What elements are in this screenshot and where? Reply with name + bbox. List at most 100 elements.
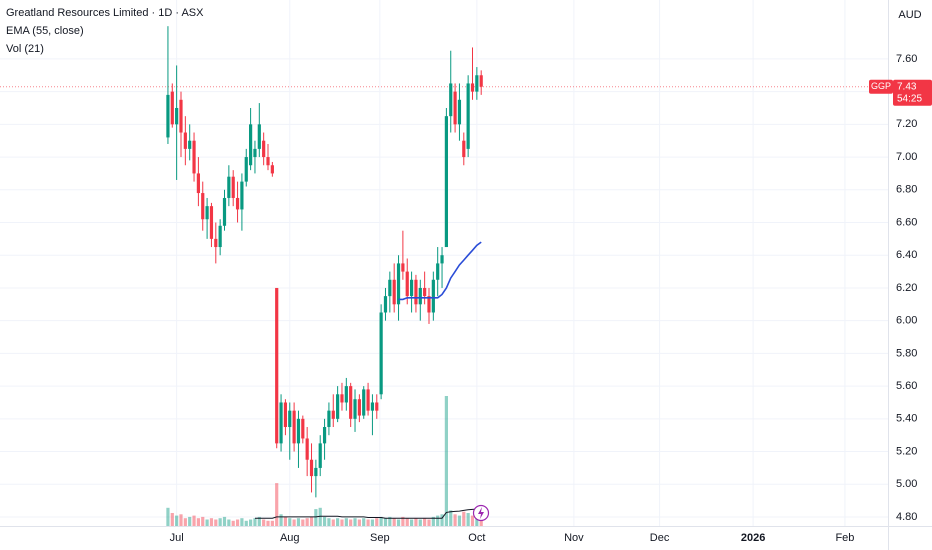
volume-bar — [370, 519, 375, 526]
symbol-tag-bg — [869, 79, 893, 94]
volume-bar — [353, 518, 357, 526]
candle-body — [179, 99, 183, 133]
candle-body — [449, 83, 453, 117]
candle-body — [436, 263, 440, 280]
volume-bar — [349, 519, 353, 526]
candle-body — [301, 418, 305, 439]
candle-body — [201, 193, 205, 220]
volume-bar — [283, 516, 288, 526]
volume-bar — [366, 519, 370, 526]
candle-body — [227, 176, 231, 198]
candle-body — [314, 467, 318, 477]
volume-bar — [270, 520, 274, 526]
candle-body — [414, 279, 418, 305]
volume-bar — [205, 519, 209, 526]
volume-bar — [462, 511, 466, 526]
volume-ma-line — [255, 508, 482, 519]
candle-body — [196, 173, 200, 194]
volume-bar — [279, 514, 283, 526]
candle-body — [253, 148, 257, 158]
volume-bar — [201, 516, 205, 526]
volume-bar — [336, 518, 340, 526]
volume-bar — [196, 518, 200, 526]
volume-bar — [383, 518, 388, 526]
currency-label: AUD — [898, 9, 921, 21]
candle-body — [209, 206, 214, 239]
volume-bar — [166, 507, 170, 526]
candle-body — [305, 438, 309, 460]
candle-body — [218, 225, 222, 248]
candle-body — [322, 427, 327, 444]
candle-body — [214, 238, 218, 248]
candle-body — [292, 410, 296, 444]
volume-bar — [309, 516, 314, 526]
candle-body — [440, 255, 444, 264]
y-tick-label: 6.80 — [896, 184, 917, 196]
indicator-label: Vol (21) — [6, 43, 44, 55]
candle-body — [353, 399, 357, 419]
candle-body — [331, 410, 335, 419]
volume-bar — [214, 519, 218, 526]
candle-body — [366, 389, 370, 411]
candle-body — [266, 157, 270, 166]
volume-bar — [275, 483, 279, 526]
chart-title: Greatland Resources Limited · 1D · ASX — [6, 7, 204, 19]
y-tick-label: 4.80 — [896, 511, 917, 523]
candle-body — [275, 287, 279, 444]
ema-line — [398, 241, 482, 301]
candle-body — [188, 140, 192, 149]
volume-bar — [453, 514, 457, 526]
volume-bar — [362, 518, 366, 526]
candle-body — [340, 394, 344, 403]
x-tick-label: Jul — [170, 532, 184, 544]
candle-body — [388, 279, 392, 297]
candle-body — [466, 83, 470, 149]
volume-bar — [379, 516, 383, 526]
symbol-tag: GGP — [871, 81, 891, 91]
volume-bar — [470, 515, 475, 526]
candle-body — [405, 271, 409, 297]
x-tick-label: Feb — [835, 532, 854, 544]
candle-body — [475, 75, 479, 92]
volume-bar — [418, 519, 422, 526]
volume-bar — [240, 518, 244, 526]
volume-bar — [457, 515, 462, 526]
candle-body — [375, 402, 379, 411]
candle-body — [357, 399, 361, 416]
candle-body — [423, 287, 427, 297]
y-tick-label: 6.60 — [896, 216, 917, 228]
candle-body — [431, 279, 435, 313]
candle-body — [344, 386, 348, 403]
plot — [0, 0, 888, 526]
volume-bar — [292, 519, 296, 526]
volume-bar — [266, 520, 270, 526]
y-tick-label: 5.00 — [896, 478, 917, 490]
candle-body — [462, 140, 466, 158]
y-tick-label: 6.20 — [896, 282, 917, 294]
volume-bar — [257, 516, 261, 526]
candle-body — [370, 402, 375, 411]
candle-body — [296, 418, 301, 444]
candle-body — [175, 107, 179, 125]
volume-bar — [288, 518, 292, 526]
volume-bar — [227, 519, 231, 526]
volume-bar — [344, 518, 348, 526]
volume-bar — [175, 515, 179, 526]
candle-body — [379, 312, 383, 395]
candle-body — [362, 389, 366, 416]
y-tick-label: 5.80 — [896, 347, 917, 359]
volume-bar — [414, 518, 418, 526]
candle-body — [418, 287, 422, 305]
volume-bar — [296, 518, 301, 526]
volume-bar — [357, 519, 361, 526]
volume-bar — [179, 514, 183, 526]
volume-bar — [405, 518, 409, 526]
candle-body — [396, 263, 401, 305]
volume-bar — [388, 516, 392, 526]
candle-body — [336, 394, 340, 419]
volume-bar — [301, 519, 305, 526]
volume-bar — [479, 519, 483, 526]
candle-body — [327, 410, 331, 428]
candle-body — [270, 165, 274, 174]
volume-bar — [170, 513, 174, 526]
